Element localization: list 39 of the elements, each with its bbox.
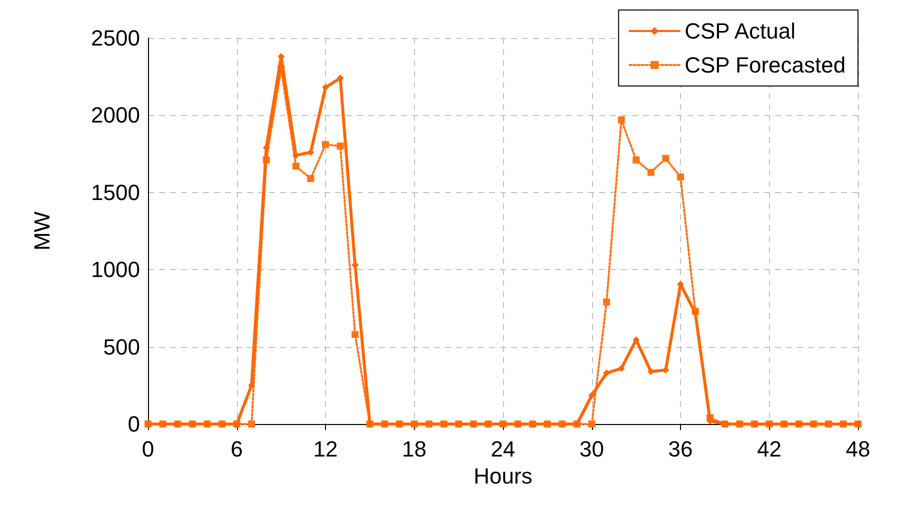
x-tick-label: 6	[230, 436, 243, 462]
point	[336, 142, 344, 150]
point	[618, 364, 625, 372]
legend-label: CSP Actual	[684, 18, 796, 44]
y-axis-title: MW	[30, 211, 54, 251]
point	[322, 141, 329, 148]
x-tick-label: 18	[402, 436, 426, 462]
y-tick-label: 1000	[91, 257, 140, 282]
y-tick-label: 2500	[91, 26, 140, 50]
point	[647, 168, 654, 176]
point	[662, 154, 670, 162]
x-tick-label: 30	[580, 436, 604, 462]
x-tick-label: 12	[313, 436, 338, 462]
point	[632, 336, 640, 344]
point	[352, 330, 359, 338]
point	[307, 148, 314, 156]
x-tick-label: 36	[668, 436, 693, 462]
point	[603, 370, 610, 377]
point	[677, 173, 684, 180]
legend-label: CSP Forecasted	[684, 52, 846, 78]
y-tick-label: 1500	[91, 180, 140, 205]
point	[588, 392, 596, 399]
point	[248, 420, 256, 428]
point	[292, 162, 300, 170]
point	[307, 175, 314, 182]
y-tick-label: 2000	[91, 102, 140, 128]
point	[618, 116, 625, 124]
x-tick-label: 42	[757, 436, 782, 462]
y-tick-label: 500	[103, 334, 140, 360]
point	[322, 84, 329, 91]
x-tick-label: 48	[846, 436, 870, 462]
point	[647, 368, 654, 376]
x-axis-title: Hours	[474, 463, 532, 488]
point	[632, 156, 640, 164]
point	[662, 366, 670, 374]
point	[603, 298, 610, 306]
point	[588, 420, 596, 428]
y-tick-label: 0	[128, 412, 140, 436]
x-tick-label: 24	[490, 436, 516, 462]
